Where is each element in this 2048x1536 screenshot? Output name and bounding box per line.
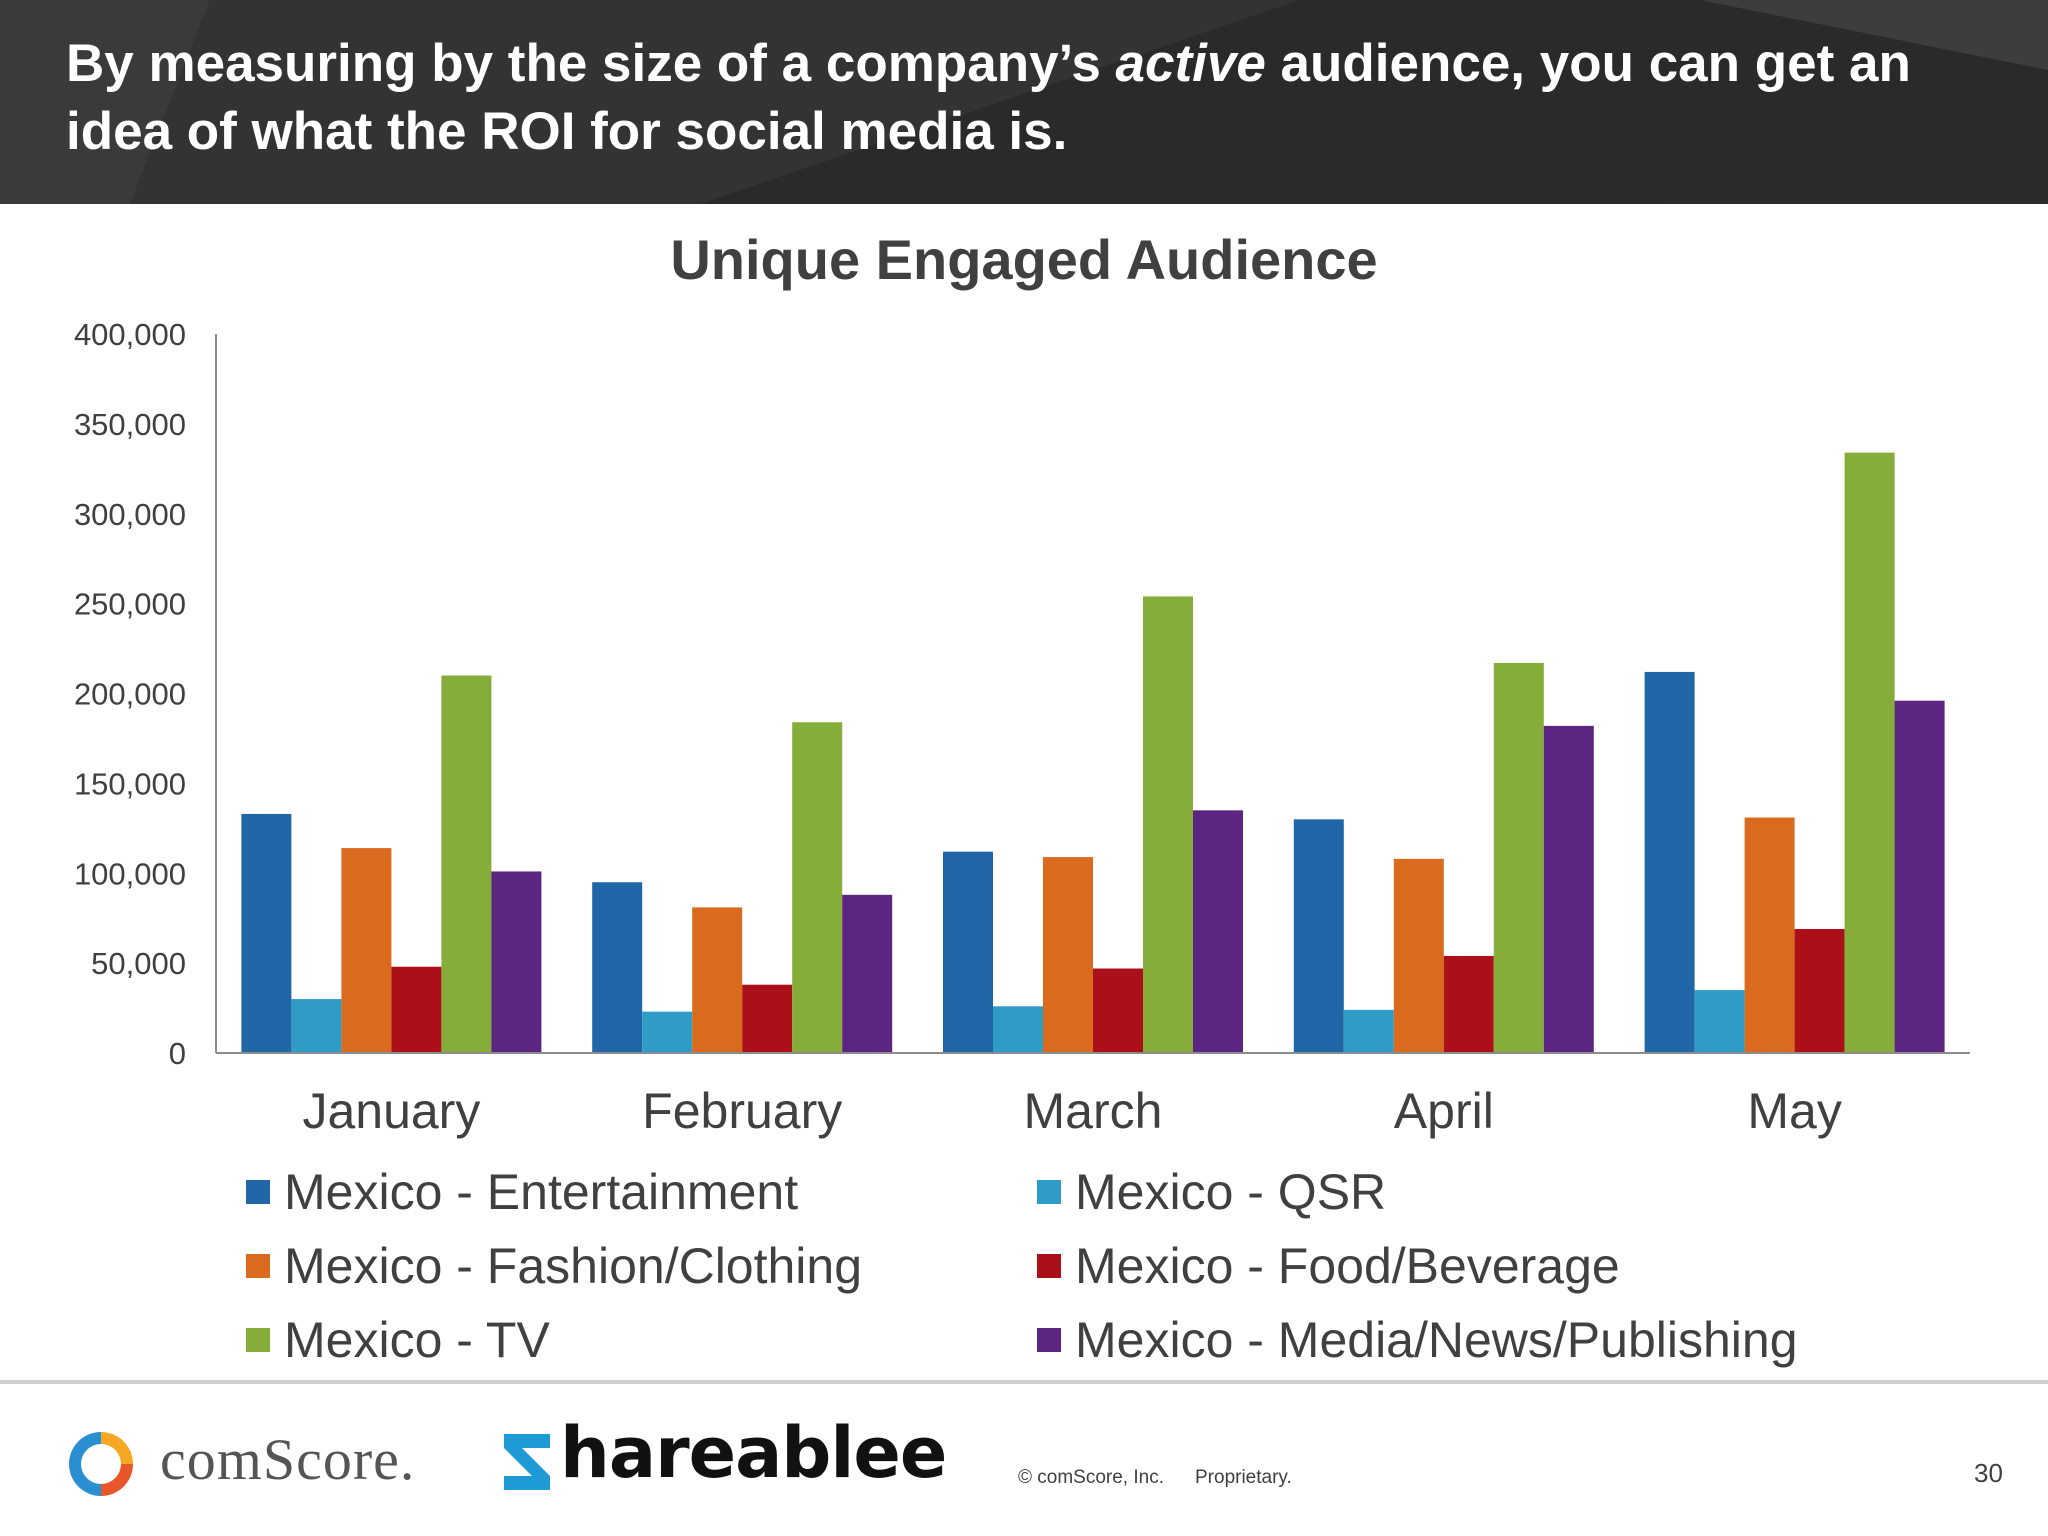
bar xyxy=(291,999,342,1053)
legend-label: Mexico - Entertainment xyxy=(284,1164,799,1220)
legend-label: Mexico - QSR xyxy=(1075,1164,1387,1220)
banner-background xyxy=(0,0,2048,204)
shareablee-logo-text: hareablee xyxy=(560,1412,947,1494)
chart-title: Unique Engaged Audience xyxy=(670,228,1377,291)
shareablee-logo-icon xyxy=(504,1434,550,1490)
bar xyxy=(642,1011,693,1053)
legend-label: Mexico - TV xyxy=(284,1312,550,1368)
title-banner: By measuring by the size of a company’s … xyxy=(0,0,2048,204)
y-tick-label: 400,000 xyxy=(74,317,186,352)
legend-item: Mexico - QSR xyxy=(1037,1160,1386,1224)
legend-item: Mexico - Media/News/Publishing xyxy=(1037,1308,1798,1372)
comscore-logo-text: comScore. xyxy=(160,1427,416,1492)
bar xyxy=(1443,955,1494,1053)
bar xyxy=(1193,810,1243,1053)
bar xyxy=(1393,858,1444,1053)
bar xyxy=(1093,968,1143,1053)
bars xyxy=(241,452,1945,1053)
comscore-logo-icon xyxy=(69,1432,133,1496)
bar xyxy=(742,984,793,1053)
x-tick-label: March xyxy=(1024,1083,1163,1139)
legend-label: Mexico - Media/News/Publishing xyxy=(1075,1312,1798,1368)
legend-swatch xyxy=(246,1328,270,1352)
bar xyxy=(1844,452,1895,1053)
y-tick-label: 300,000 xyxy=(74,497,186,532)
legend-swatch xyxy=(246,1180,270,1204)
bar xyxy=(842,894,893,1053)
bar xyxy=(1794,928,1845,1053)
y-tick-label: 150,000 xyxy=(74,766,186,801)
x-tick-label: May xyxy=(1747,1083,1841,1139)
x-axis: January February March April May xyxy=(216,1052,1970,1139)
headline-text-start: By measuring by the size of a company’s xyxy=(66,34,1116,93)
bar xyxy=(1343,1009,1394,1053)
bar xyxy=(1744,817,1795,1053)
y-tick-label: 200,000 xyxy=(74,677,186,712)
bar xyxy=(792,722,843,1053)
legend-label: Mexico - Food/Beverage xyxy=(1075,1238,1620,1294)
copyright-text: © comScore, Inc. xyxy=(1018,1467,1164,1488)
footer-divider xyxy=(0,1380,2048,1384)
bar xyxy=(391,966,442,1053)
headline-emphasis: active xyxy=(1115,34,1266,93)
page-number: 30 xyxy=(1974,1458,2003,1488)
bar xyxy=(441,675,492,1053)
bar xyxy=(1644,671,1695,1053)
bar xyxy=(592,882,643,1053)
bar-chart: Unique Engaged Audience 0 50,000 100,000 15… xyxy=(74,228,1970,1139)
y-tick-label: 0 xyxy=(169,1036,186,1071)
legend-swatch xyxy=(246,1254,270,1278)
bar xyxy=(1143,596,1193,1053)
bar xyxy=(1543,725,1594,1053)
headline-text-end: audience, you can get an idea of what th… xyxy=(66,34,1911,161)
bar xyxy=(241,813,292,1053)
bar xyxy=(341,848,392,1053)
x-tick-label: January xyxy=(302,1083,480,1139)
legend-item: Mexico - Food/Beverage xyxy=(1037,1234,1620,1298)
bar xyxy=(491,871,542,1053)
legend-swatch xyxy=(1037,1180,1061,1204)
y-tick-label: 50,000 xyxy=(91,946,186,981)
x-tick-label: February xyxy=(642,1083,842,1139)
bar xyxy=(692,907,743,1053)
legend-swatch xyxy=(1037,1254,1061,1278)
bar xyxy=(1493,662,1544,1053)
bar xyxy=(993,1006,1043,1053)
proprietary-text: Proprietary. xyxy=(1195,1467,1292,1488)
legend-item: Mexico - Fashion/Clothing xyxy=(246,1234,862,1298)
slide-footer xyxy=(0,1384,2048,1536)
y-tick-label: 350,000 xyxy=(74,407,186,442)
bar xyxy=(1694,990,1745,1053)
legend-item: Mexico - TV xyxy=(246,1308,550,1372)
x-tick-label: April xyxy=(1394,1083,1494,1139)
bar xyxy=(1043,857,1093,1053)
legend-label: Mexico - Fashion/Clothing xyxy=(284,1238,863,1294)
slide-headline: By measuring by the size of a company’s … xyxy=(66,30,1996,166)
y-tick-label: 250,000 xyxy=(74,587,186,622)
legend-swatch xyxy=(1037,1328,1061,1352)
y-axis: 0 50,000 100,000 150,000 200,000 250,000 300,0… xyxy=(74,317,217,1071)
bar xyxy=(1293,819,1344,1053)
bar xyxy=(1894,700,1945,1053)
bar xyxy=(943,851,993,1053)
legend-item: Mexico - Entertainment xyxy=(246,1160,798,1224)
y-tick-label: 100,000 xyxy=(74,856,186,891)
